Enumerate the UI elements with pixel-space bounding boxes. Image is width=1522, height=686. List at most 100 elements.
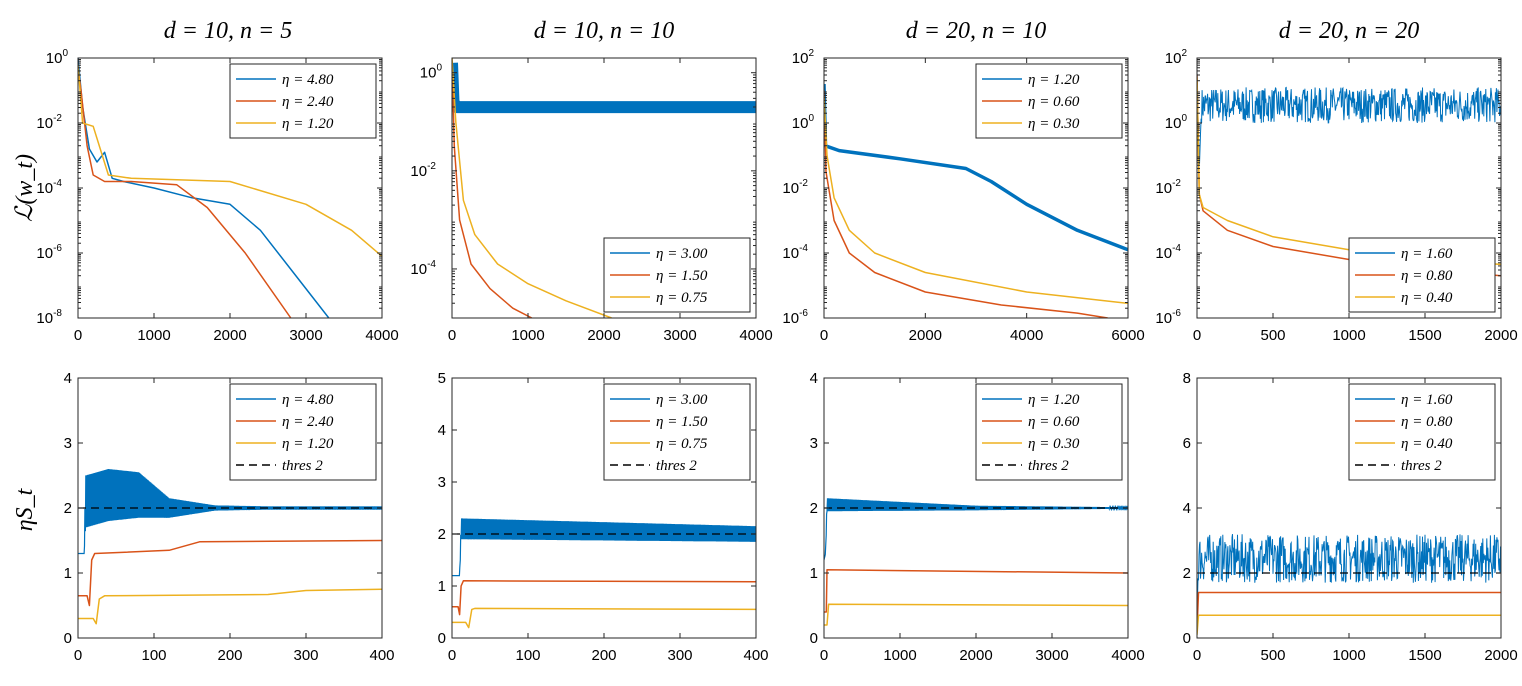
y-tick-label: 10-4 <box>36 178 62 197</box>
y-tick-label: 10-2 <box>782 178 808 197</box>
column-titles: d = 10, n = 5 d = 10, n = 10 d = 20, n =… <box>164 18 1419 44</box>
col-title-1: d = 10, n = 5 <box>164 18 292 44</box>
y-tick-label: 10-8 <box>36 308 62 327</box>
x-tick-label: 4000 <box>1010 327 1043 344</box>
x-tick-label: 0 <box>1193 647 1201 664</box>
y-tick-label: 10-6 <box>1155 308 1181 327</box>
x-tick-label: 300 <box>293 647 318 664</box>
x-tick-label: 2000 <box>1484 327 1517 344</box>
legend: η = 3.00 η = 1.50 η = 0.75 <box>603 237 751 313</box>
legend-label: thres 2 <box>656 458 697 474</box>
legend-label: η = 1.60 <box>1401 392 1453 408</box>
panel-4: 0 500 1000 1500 2000 10-6 10-4 10-2 100 102 η = 1.… <box>1155 48 1517 344</box>
legend-label: η = 1.20 <box>1028 392 1080 408</box>
plot-lines <box>824 498 1128 626</box>
panel-1: 0 1000 2000 3000 4000 10-8 10-6 10-4 10-2 100 η = … <box>36 48 398 344</box>
legend: η = 4.80 η = 2.40 η = 1.20 <box>229 63 377 139</box>
series-6-2 <box>452 580 756 616</box>
y-tick-label: 0 <box>438 630 446 647</box>
legend-label: η = 0.75 <box>656 290 708 306</box>
legend-label: η = 1.50 <box>656 268 708 284</box>
legend-label: η = 1.50 <box>656 414 708 430</box>
legend: η = 1.60 η = 0.80 η = 0.40 thres 2 <box>1348 383 1496 481</box>
y-tick-label: 0 <box>1183 630 1191 647</box>
series-6-3 <box>452 607 756 629</box>
x-tick-label: 2000 <box>909 327 942 344</box>
x-tick-label: 3000 <box>663 327 696 344</box>
series-5-3 <box>78 588 382 625</box>
x-tick-label: 2000 <box>1484 647 1517 664</box>
legend: η = 1.20 η = 0.60 η = 0.30 <box>975 63 1123 139</box>
x-tick-label: 4000 <box>739 327 772 344</box>
x-tick-label: 500 <box>1260 647 1285 664</box>
y-tick-label: 3 <box>438 474 446 491</box>
series-5-2 <box>78 539 382 607</box>
y-tick-label: 4 <box>438 422 446 439</box>
y-tick-label: 2 <box>1183 565 1191 582</box>
y-tick-label: 10-6 <box>36 243 62 262</box>
y-tick-label: 10-2 <box>1155 178 1181 197</box>
x-tick-label: 1000 <box>511 327 544 344</box>
y-tick-label: 2 <box>810 500 818 517</box>
col-title-3: d = 20, n = 10 <box>906 18 1046 44</box>
y-tick-label: 100 <box>1165 113 1188 132</box>
legend-label: η = 4.80 <box>282 392 334 408</box>
panel-6: 0 100 200 300 400 0 1 2 3 4 5 η = 3.00 η = 1.50 η = 0… <box>438 370 769 664</box>
legend-label: η = 1.20 <box>282 116 334 132</box>
y-tick-label: 0 <box>64 630 72 647</box>
x-tick-label: 100 <box>141 647 166 664</box>
x-tick-label: 4000 <box>365 327 398 344</box>
legend-box <box>975 383 1123 481</box>
x-tick-label: 200 <box>217 647 242 664</box>
series-1-2 <box>78 67 292 318</box>
y-tick-label: 2 <box>438 526 446 543</box>
plot-lines <box>452 58 756 318</box>
y-tick-label: 102 <box>1165 48 1188 67</box>
x-tick-label: 0 <box>448 647 456 664</box>
y-tick-label: 100 <box>792 113 815 132</box>
legend-label: η = 0.80 <box>1401 414 1453 430</box>
series-3-3 <box>824 96 1128 305</box>
col-title-2: d = 10, n = 10 <box>534 18 674 44</box>
y-tick-label: 102 <box>792 48 815 67</box>
legend-label: thres 2 <box>1028 458 1069 474</box>
legend-label: η = 3.00 <box>656 392 708 408</box>
x-tick-label: 0 <box>448 327 456 344</box>
legend-label: η = 4.80 <box>282 72 334 88</box>
x-tick-label: 0 <box>820 327 828 344</box>
x-tick-label: 500 <box>1260 327 1285 344</box>
legend: η = 4.80 η = 2.40 η = 1.20 thres 2 <box>229 383 377 481</box>
y-tick-label: 100 <box>420 63 443 82</box>
x-tick-label: 1000 <box>137 327 170 344</box>
x-tick-label: 4000 <box>1111 647 1144 664</box>
legend-box <box>1348 383 1496 481</box>
y-tick-label: 3 <box>64 435 72 452</box>
legend-label: η = 1.20 <box>282 436 334 452</box>
plot-lines <box>78 58 382 318</box>
x-tick-label: 1500 <box>1408 647 1441 664</box>
y-tick-label: 4 <box>810 370 818 387</box>
x-tick-label: 0 <box>1193 327 1201 344</box>
x-tick-label: 2000 <box>587 327 620 344</box>
series-2-3 <box>452 58 612 318</box>
x-tick-label: 300 <box>667 647 692 664</box>
legend-box <box>229 383 377 481</box>
y-tick-label: 10-4 <box>1155 243 1181 262</box>
x-tick-label: 0 <box>820 647 828 664</box>
legend-label: η = 3.00 <box>656 246 708 262</box>
y-tick-label: 8 <box>1183 370 1191 387</box>
plot-lines <box>452 518 756 629</box>
x-tick-label: 200 <box>591 647 616 664</box>
x-tick-label: 3000 <box>1035 647 1068 664</box>
x-tick-label: 0 <box>74 327 82 344</box>
x-tick-label: 2000 <box>959 647 992 664</box>
legend-label: η = 0.40 <box>1401 290 1453 306</box>
series-2-2 <box>452 62 533 318</box>
x-tick-label: 2000 <box>213 327 246 344</box>
y-tick-label: 3 <box>810 435 818 452</box>
y-tick-label: 2 <box>64 500 72 517</box>
legend-label: η = 1.20 <box>1028 72 1080 88</box>
y-tick-label: 100 <box>46 48 69 67</box>
